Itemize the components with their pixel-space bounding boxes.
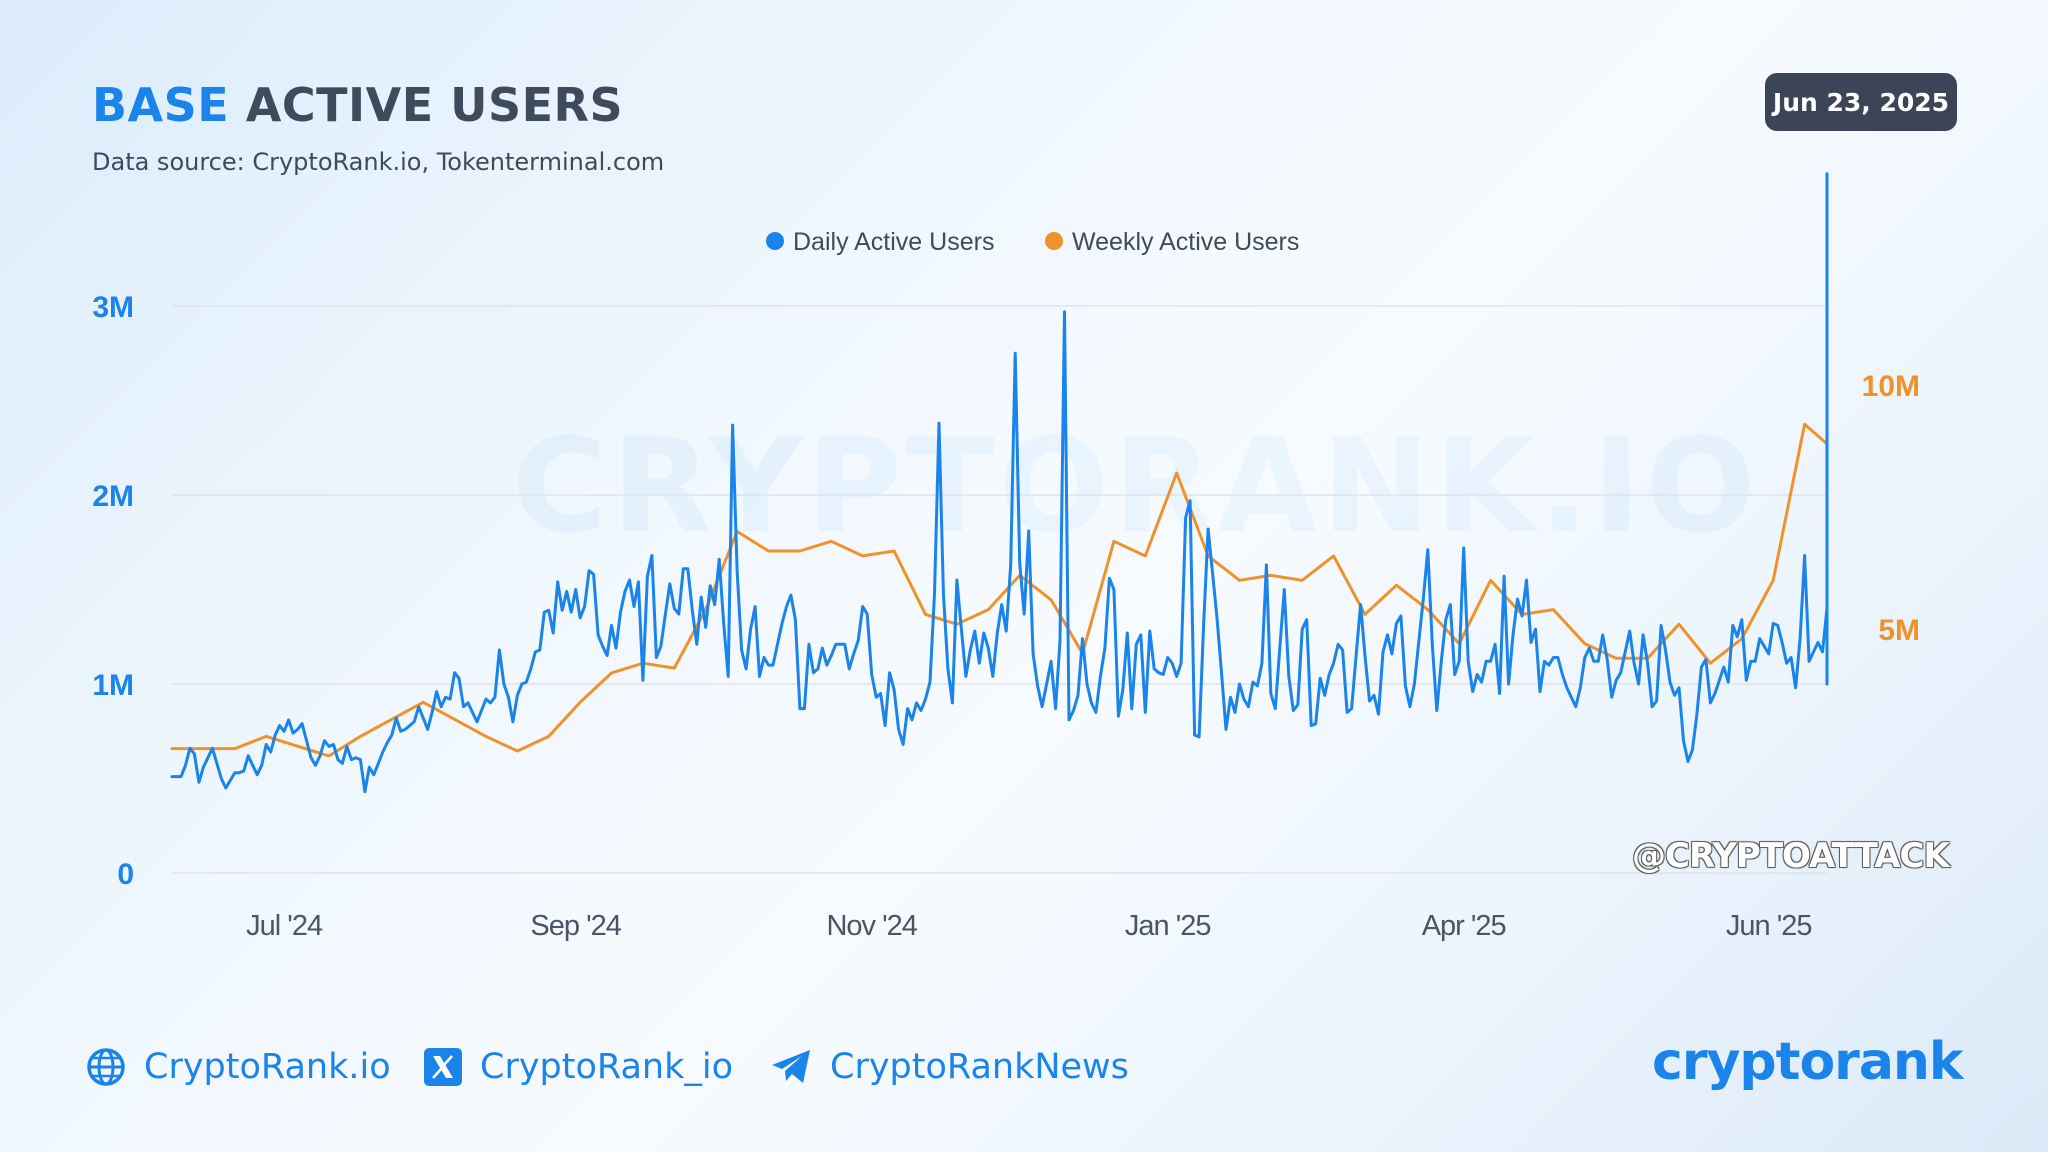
y-left-tick-label: 3M xyxy=(92,291,134,324)
legend-dot-daily xyxy=(766,232,784,250)
watermark: CRYPTORANK.IO xyxy=(512,410,1760,562)
footer-website[interactable]: CryptoRank.io xyxy=(86,1042,391,1092)
x-tick-label: Jun '25 xyxy=(1726,910,1812,942)
y-left-tick-label: 2M xyxy=(92,480,134,513)
x-tick-label: Jan '25 xyxy=(1125,910,1211,942)
telegram-label: CryptoRankNews xyxy=(830,1047,1129,1087)
footer-twitter[interactable]: CryptoRank_io xyxy=(424,1042,733,1092)
y-axis-left: 0 1M 2M 3M xyxy=(92,291,134,891)
grid-lines xyxy=(172,305,1827,874)
x-tick-label: Nov '24 xyxy=(826,910,917,942)
y-right-tick-label: 5M xyxy=(1878,614,1920,647)
series-layer xyxy=(170,172,1829,794)
cryptorank-logo: cryptorank xyxy=(1652,1032,1964,1092)
date-badge: Jun 23, 2025 xyxy=(1765,73,1957,131)
daily-active-users-line xyxy=(170,172,1829,794)
title-brand: BASE xyxy=(92,78,230,132)
x-axis: Jul '24 Sep '24 Nov '24 Jan '25 Apr '25 Jun '… xyxy=(246,910,1812,942)
twitter-handle-overlay: @CRYPTOATTACK xyxy=(1632,836,1950,876)
legend-label-weekly: Weekly Active Users xyxy=(1072,228,1299,256)
legend-label-daily: Daily Active Users xyxy=(793,228,994,256)
chart-title: BASE ACTIVE USERS xyxy=(92,78,623,132)
x-logo-icon xyxy=(424,1048,462,1086)
x-tick-label: Apr '25 xyxy=(1422,910,1506,942)
x-tick-label: Sep '24 xyxy=(530,910,621,942)
weekly-active-users-line xyxy=(170,222,1829,758)
globe-icon xyxy=(87,1048,125,1086)
y-right-tick-label: 10M xyxy=(1862,370,1920,403)
legend-dot-weekly xyxy=(1045,232,1063,250)
y-left-tick-label: 1M xyxy=(92,669,134,702)
data-source: Data source: CryptoRank.io, Tokentermina… xyxy=(92,148,665,176)
twitter-label: CryptoRank_io xyxy=(480,1047,733,1087)
x-tick-label: Jul '24 xyxy=(246,910,323,942)
website-label: CryptoRank.io xyxy=(144,1047,391,1087)
y-left-tick-label: 0 xyxy=(117,858,134,891)
title-rest: ACTIVE USERS xyxy=(245,78,624,132)
y-axis-right: 5M 10M xyxy=(1862,370,1920,647)
legend: Daily Active Users Weekly Active Users xyxy=(766,228,1299,256)
telegram-icon xyxy=(772,1050,810,1083)
footer-telegram[interactable]: CryptoRankNews xyxy=(770,1042,1129,1092)
